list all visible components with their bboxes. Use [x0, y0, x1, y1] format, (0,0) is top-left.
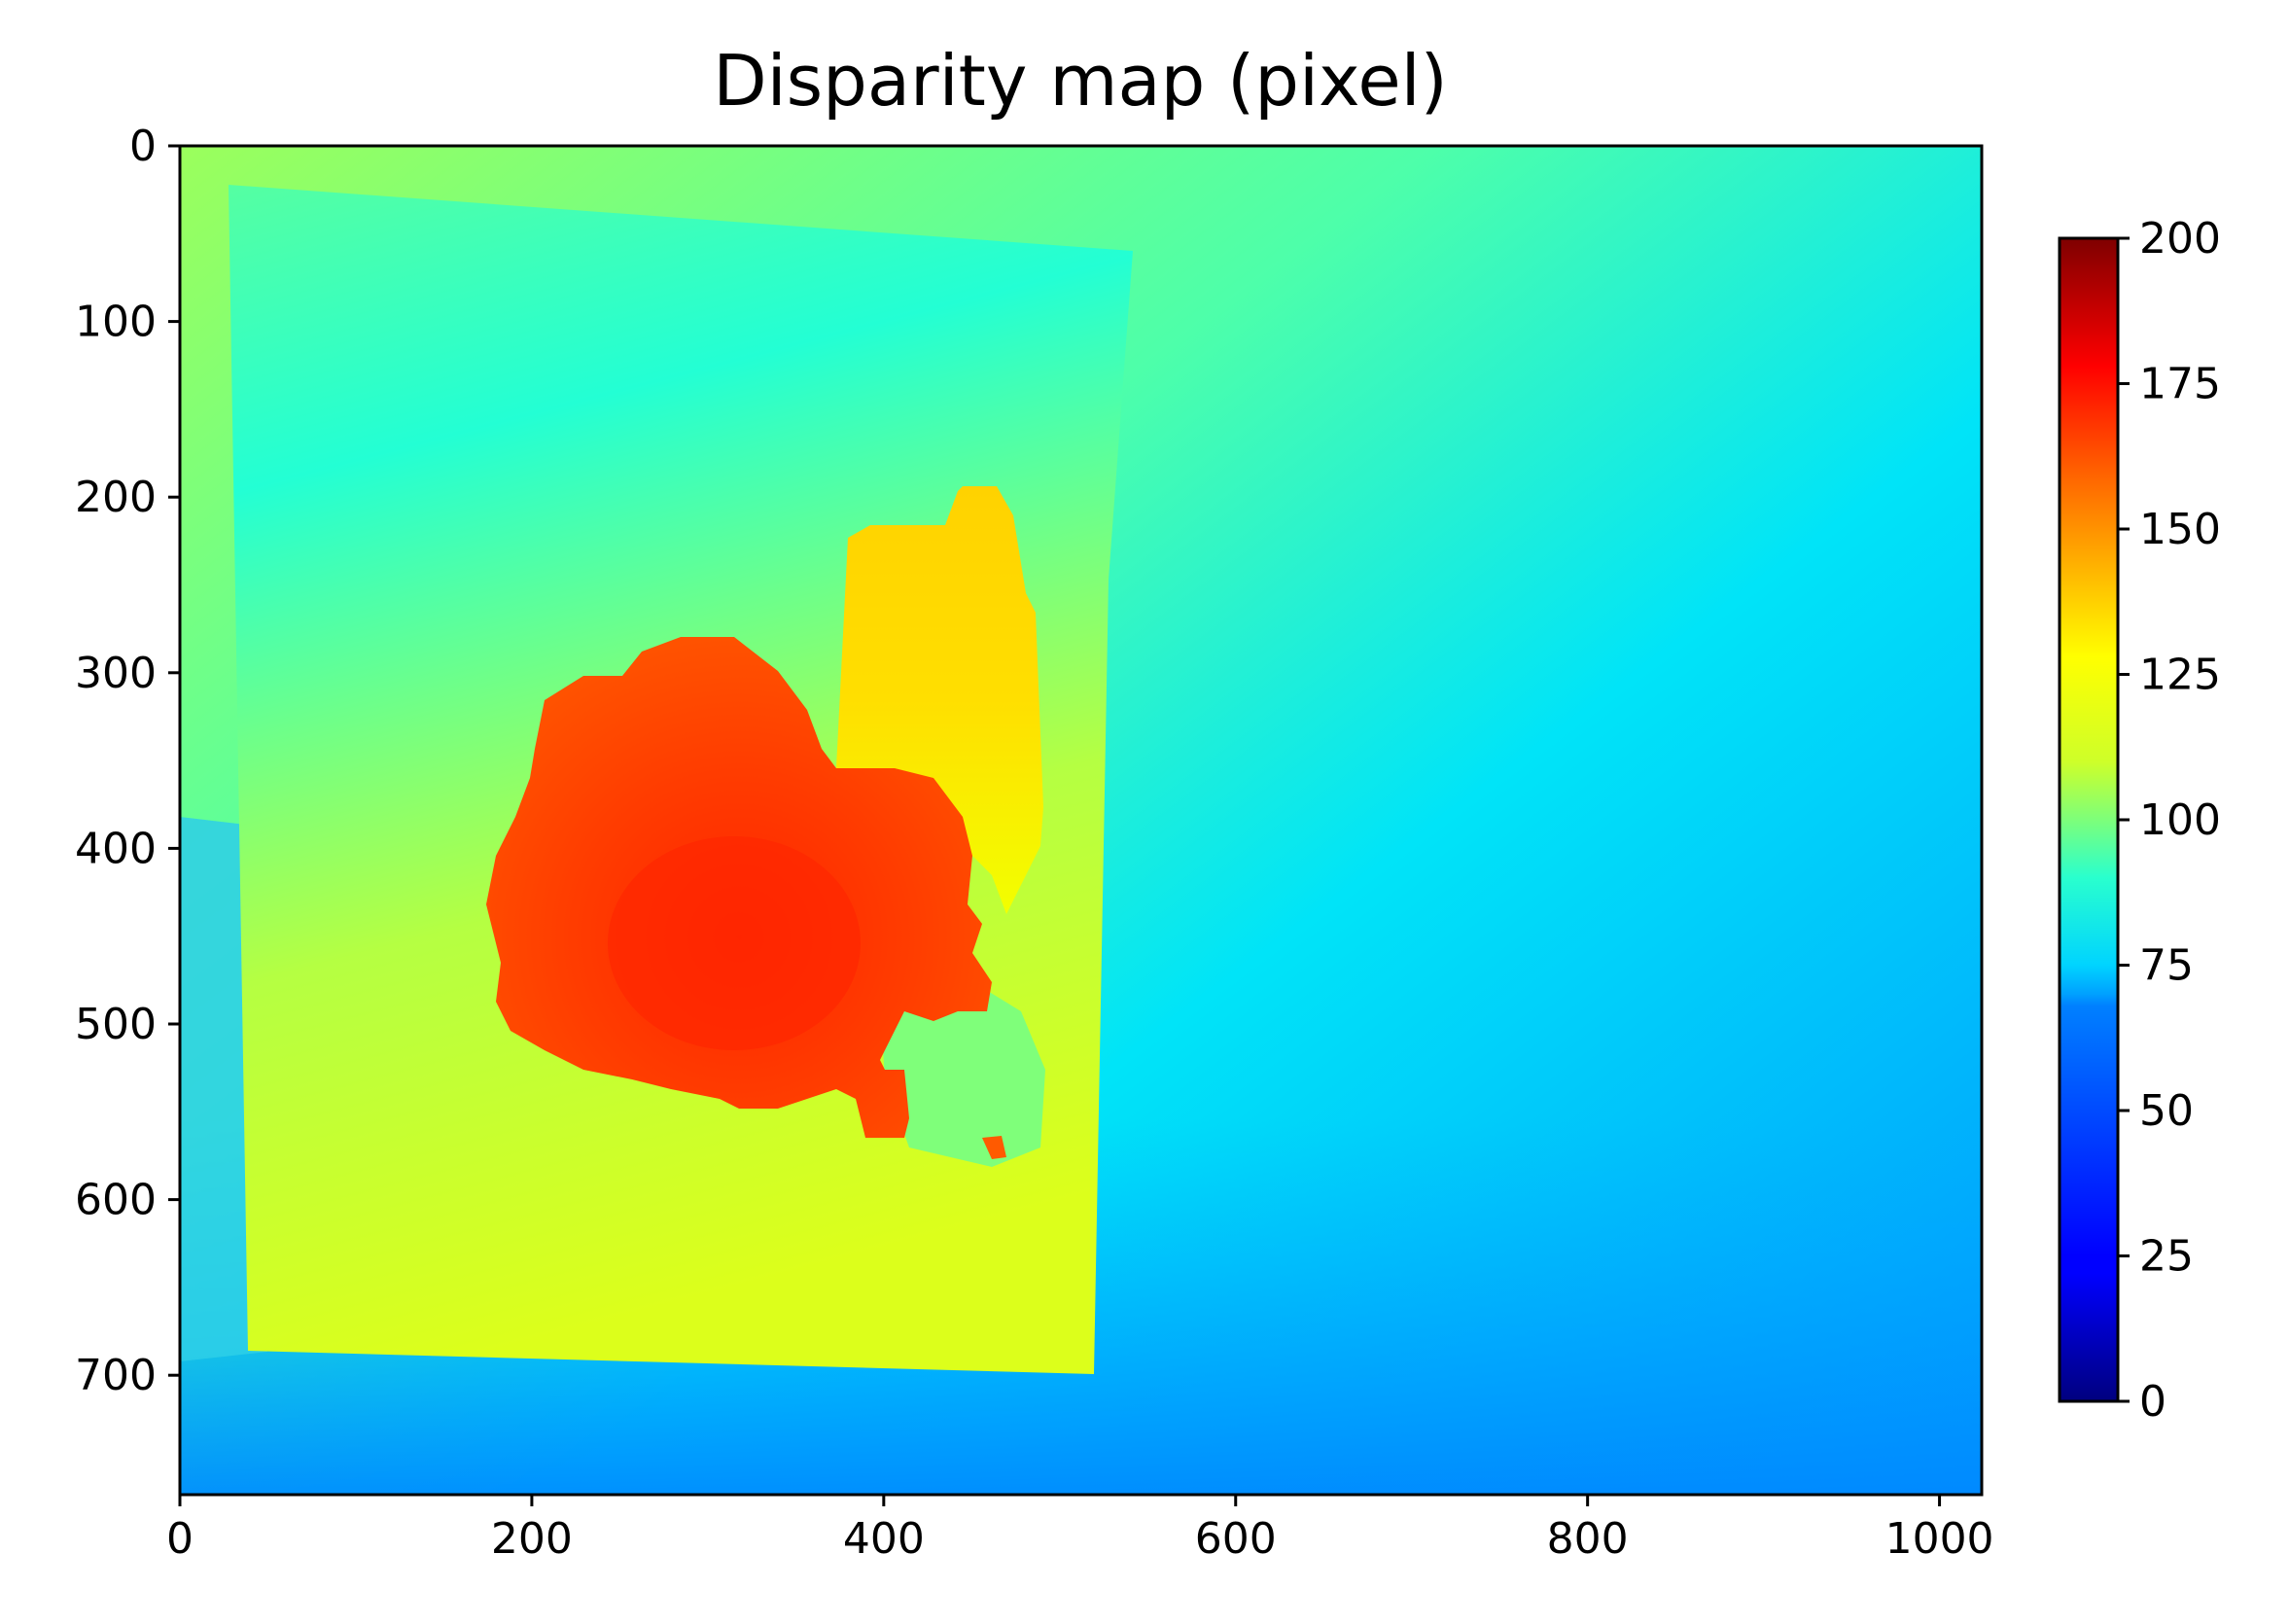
region-yellow-object [836, 486, 1043, 914]
y-tick-label: 100 [75, 298, 157, 347]
y-tick-label: 300 [75, 649, 157, 698]
colorbar-tick-label: 50 [2139, 1086, 2194, 1136]
x-tick-label: 1000 [1885, 1514, 1994, 1564]
x-tick-label: 800 [1547, 1514, 1629, 1564]
colorbar-tick-label: 0 [2139, 1377, 2166, 1427]
colorbar-tick-label: 150 [2139, 505, 2221, 554]
y-tick-label: 700 [75, 1351, 157, 1400]
x-tick-label: 600 [1195, 1514, 1277, 1564]
region-green-patch [880, 972, 1045, 1167]
colorbar-tick-label: 125 [2139, 651, 2221, 700]
y-axis: 0 100 200 300 400 500 600 700 [75, 122, 180, 1400]
colorbar-tick-label: 100 [2139, 795, 2221, 845]
colorbar-tick-label: 75 [2139, 941, 2194, 991]
x-tick-label: 400 [843, 1514, 925, 1564]
colorbar-tick-label: 175 [2139, 360, 2221, 409]
plot-frame [178, 144, 1984, 1497]
y-tick-label: 400 [75, 824, 157, 873]
y-tick-label: 0 [129, 122, 157, 171]
disparity-heatmap [180, 146, 1982, 1495]
region-red-fragment [982, 1136, 1006, 1159]
x-tick-label: 0 [166, 1514, 194, 1564]
y-tick-label: 500 [75, 1000, 157, 1049]
colorbar-axis: 0 25 50 75 100 125 150 175 200 [2118, 214, 2221, 1427]
region-red-core [608, 836, 861, 1050]
colorbar-tick-label: 200 [2139, 214, 2221, 264]
x-tick-label: 200 [491, 1514, 573, 1564]
x-axis: 0 200 400 600 800 1000 [166, 1495, 1994, 1564]
colorbar-tick-label: 25 [2139, 1232, 2194, 1282]
colorbar [2058, 236, 2120, 1403]
y-tick-label: 600 [75, 1176, 157, 1225]
y-tick-label: 200 [75, 473, 157, 522]
chart-title: Disparity map (pixel) [713, 40, 1448, 122]
